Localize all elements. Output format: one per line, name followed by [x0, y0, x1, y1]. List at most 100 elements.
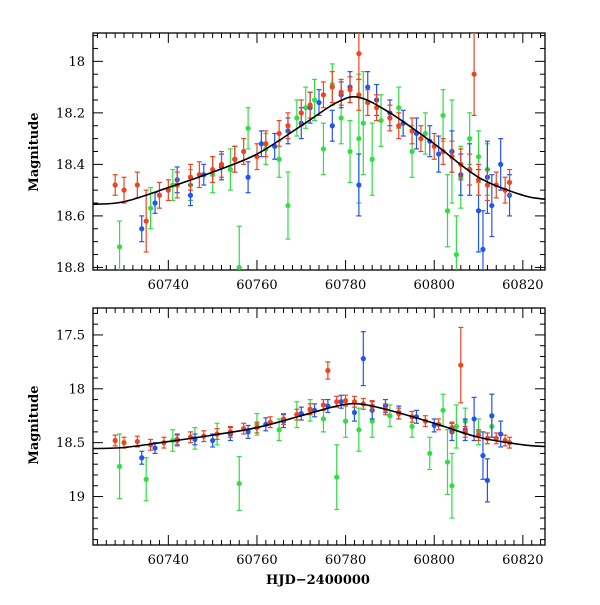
top-series-1	[116, 63, 490, 270]
bottom-y-tick-label: 18.5	[56, 436, 85, 451]
top-data-point	[360, 120, 366, 126]
bottom-data-point	[139, 455, 145, 461]
top-panel-y-axis-label: Magnitude	[27, 112, 42, 191]
top-x-tick-label: 60780	[325, 278, 366, 293]
bottom-data-point	[307, 406, 313, 412]
top-data-point	[347, 148, 353, 155]
bottom-panel: Magnitude HJD−2400000 60740 60760 60780 608…	[27, 307, 546, 588]
bottom-x-tick-label: 60800	[414, 553, 455, 568]
top-data-point	[338, 115, 344, 121]
bottom-data-point	[121, 440, 127, 446]
top-data-point	[365, 84, 371, 90]
bottom-data-point	[342, 418, 349, 424]
bottom-data-point	[320, 402, 327, 408]
bottom-plot-frame	[92, 307, 546, 546]
top-data-point	[489, 202, 495, 209]
bottom-data-point	[210, 437, 216, 444]
top-data-point	[187, 174, 194, 180]
top-x-tick-label: 60740	[148, 278, 189, 293]
bottom-data-point	[143, 476, 149, 482]
top-data-point	[121, 187, 127, 193]
x-axis-label: HJD−2400000	[266, 573, 370, 588]
bottom-data-point	[276, 427, 282, 433]
top-x-tick-label: 60820	[502, 278, 543, 293]
top-plot-frame	[92, 32, 546, 271]
top-data-point	[285, 123, 291, 129]
top-data-point	[285, 202, 291, 209]
bottom-model-curve	[93, 402, 545, 450]
top-data-point	[338, 89, 344, 95]
top-data-point	[369, 156, 375, 162]
bottom-data-point	[356, 427, 362, 433]
top-data-point	[276, 130, 282, 137]
bottom-series-1	[116, 393, 495, 519]
top-data-point	[387, 115, 393, 121]
bottom-data-point	[458, 362, 464, 368]
top-data-point	[436, 151, 442, 157]
top-series-2	[112, 33, 513, 253]
top-data-point	[444, 208, 451, 214]
top-data-point	[396, 105, 402, 111]
top-data-point	[422, 130, 428, 137]
top-data-point	[471, 71, 477, 77]
bottom-data-point	[351, 409, 358, 416]
top-data-point	[148, 205, 154, 211]
top-data-point	[241, 148, 247, 155]
top-data-point	[316, 99, 322, 106]
top-y-tick-label: 18.6	[56, 209, 85, 224]
bottom-panel-y-axis-label: Magnitude	[27, 385, 42, 464]
top-data-point	[356, 182, 362, 188]
top-data-point	[356, 136, 362, 142]
bottom-data-point	[480, 452, 486, 459]
bottom-data-point	[409, 423, 415, 430]
top-data-point	[236, 264, 242, 270]
top-data-point	[329, 123, 335, 129]
bottom-data-point	[453, 423, 459, 430]
top-data-point	[307, 102, 313, 108]
top-data-point	[320, 146, 327, 152]
bottom-x-tick-label: 60760	[236, 553, 277, 568]
top-data-point	[143, 218, 149, 224]
top-data-point	[227, 166, 233, 173]
bottom-data-point	[387, 413, 393, 419]
top-data-point	[258, 141, 264, 147]
top-data-point	[311, 97, 318, 103]
top-data-point	[276, 156, 282, 162]
bottom-data-point	[360, 356, 366, 362]
top-data-point	[152, 200, 158, 206]
bottom-data-point	[449, 483, 455, 489]
bottom-data-point	[498, 431, 504, 437]
top-data-point	[356, 92, 362, 98]
top-data-point	[134, 182, 140, 188]
bottom-data-point	[338, 399, 344, 405]
top-data-point	[409, 148, 415, 155]
bottom-x-tick-label: 60740	[148, 553, 189, 568]
bottom-x-tick-label: 60780	[325, 553, 366, 568]
top-y-tick-label: 18.2	[56, 106, 85, 121]
bottom-y-tick-label: 18	[68, 382, 85, 397]
top-panel: Magnitude 60740 60760 60780 60800 60820 18 18.…	[27, 32, 546, 293]
top-model-curve	[93, 96, 545, 206]
bottom-data-point	[245, 429, 251, 435]
top-data-point	[475, 154, 482, 160]
bottom-data-point	[471, 416, 477, 422]
bottom-x-tick-label: 60820	[502, 553, 543, 568]
top-data-point	[480, 246, 486, 252]
bottom-y-tick-label: 19	[68, 490, 85, 505]
bottom-y-tick-label: 17.5	[56, 328, 85, 343]
top-data-point	[453, 251, 459, 258]
top-data-point	[156, 192, 163, 198]
top-data-point	[356, 51, 362, 57]
bottom-data-point	[236, 480, 242, 487]
top-data-point	[232, 156, 238, 162]
top-data-point	[294, 115, 300, 121]
top-x-tick-label: 60760	[236, 278, 277, 293]
top-data-point	[484, 182, 490, 188]
bottom-data-layer	[93, 326, 545, 519]
bottom-data-point	[489, 413, 495, 419]
top-data-point	[303, 105, 309, 111]
bottom-data-point	[320, 416, 327, 422]
top-data-layer	[93, 33, 545, 270]
top-data-point	[506, 179, 513, 186]
top-data-point	[396, 123, 402, 129]
